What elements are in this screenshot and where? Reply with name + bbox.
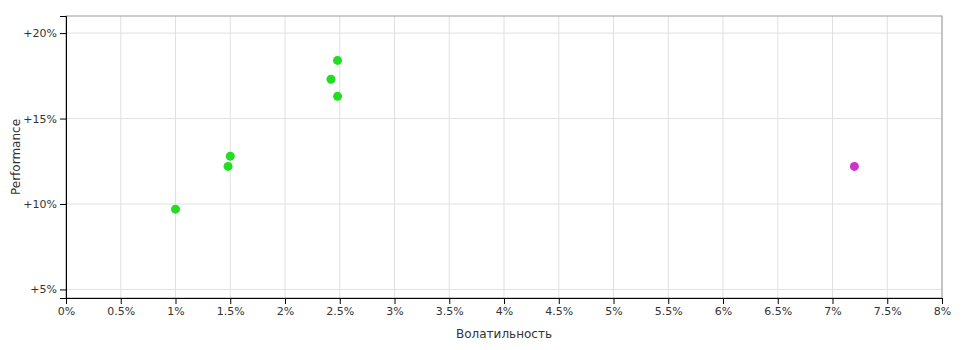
grid-line-y bbox=[66, 204, 942, 205]
x-tick: 7% bbox=[824, 298, 841, 318]
grid-line-y bbox=[66, 289, 942, 290]
point bbox=[326, 75, 335, 84]
x-tick: 5.5% bbox=[655, 298, 683, 318]
grid-line-x bbox=[723, 16, 724, 298]
x-tick-label: 1% bbox=[167, 305, 184, 318]
x-tick-mark bbox=[285, 298, 286, 304]
x-tick-mark bbox=[559, 298, 560, 304]
x-tick-mark bbox=[833, 298, 834, 304]
grid-line-x bbox=[394, 16, 395, 298]
y-tick-label: +20% bbox=[23, 27, 57, 40]
x-tick-label: 3% bbox=[386, 305, 403, 318]
x-tick-label: 5.5% bbox=[655, 305, 683, 318]
x-tick-label: 7% bbox=[824, 305, 841, 318]
x-tick-label: 2% bbox=[277, 305, 294, 318]
series bbox=[850, 162, 859, 171]
x-tick: 3.5% bbox=[436, 298, 464, 318]
y-tick-mark bbox=[60, 33, 66, 34]
y-tick-label: +10% bbox=[23, 198, 57, 211]
y-tick-label: +15% bbox=[23, 113, 57, 126]
x-tick-mark bbox=[614, 298, 615, 304]
plot-frame bbox=[66, 16, 942, 298]
x-tick: 6% bbox=[715, 298, 732, 318]
grid-line-x bbox=[175, 16, 176, 298]
grid-line-x bbox=[285, 16, 286, 298]
x-tick: 4.5% bbox=[545, 298, 573, 318]
x-tick: 2% bbox=[277, 298, 294, 318]
x-tick-mark bbox=[668, 298, 669, 304]
x-tick: 0% bbox=[58, 298, 75, 318]
x-tick-label: 6.5% bbox=[764, 305, 792, 318]
x-tick: 6.5% bbox=[764, 298, 792, 318]
x-tick-label: 1.5% bbox=[217, 305, 245, 318]
x-tick: 1.5% bbox=[217, 298, 245, 318]
x-tick-label: 4% bbox=[496, 305, 513, 318]
x-tick: 2.5% bbox=[326, 298, 354, 318]
x-tick-label: 3.5% bbox=[436, 305, 464, 318]
x-tick: 1% bbox=[167, 298, 184, 318]
x-tick: 0.5% bbox=[107, 298, 135, 318]
x-tick-label: 7.5% bbox=[874, 305, 902, 318]
point bbox=[333, 92, 342, 101]
x-tick-mark bbox=[778, 298, 779, 304]
x-tick-label: 5% bbox=[605, 305, 622, 318]
y-tick: +5% bbox=[30, 283, 66, 296]
x-tick-label: 6% bbox=[715, 305, 732, 318]
grid-line-x bbox=[668, 16, 669, 298]
x-axis-title: Волатильность bbox=[456, 327, 552, 341]
point bbox=[226, 152, 235, 161]
x-tick-label: 4.5% bbox=[545, 305, 573, 318]
point bbox=[333, 56, 342, 65]
y-tick-mark bbox=[60, 119, 66, 120]
x-tick-mark bbox=[340, 298, 341, 304]
grid-line-x bbox=[558, 16, 559, 298]
point bbox=[224, 162, 233, 171]
y-axis-title: Performance bbox=[9, 119, 23, 195]
y-tick-mark bbox=[60, 289, 66, 290]
grid-line-y bbox=[66, 33, 942, 34]
grid bbox=[66, 16, 942, 298]
x-tick-mark bbox=[395, 298, 396, 304]
plot: 0% 0.5% 1% 1.5% 2% 2.5% 3% 3.5% 4% 4.5% 5% 5.5% 6% 6.… bbox=[23, 16, 951, 318]
x-tick-mark bbox=[449, 298, 450, 304]
x-tick-mark bbox=[230, 298, 231, 304]
x-tick-label: 2.5% bbox=[326, 305, 354, 318]
x-tick: 8% bbox=[934, 298, 951, 318]
x-axis: 0% 0.5% 1% 1.5% 2% 2.5% 3% 3.5% 4% 4.5% 5% 5.5% 6% 6.… bbox=[58, 298, 951, 318]
point bbox=[171, 205, 180, 214]
grid-line-x bbox=[832, 16, 833, 298]
y-tick: +10% bbox=[23, 198, 66, 211]
y-tick-mark bbox=[60, 204, 66, 205]
x-tick: 5% bbox=[605, 298, 622, 318]
grid-line-x bbox=[449, 16, 450, 298]
x-tick-mark bbox=[504, 298, 505, 304]
x-tick-mark bbox=[176, 298, 177, 304]
point bbox=[850, 162, 859, 171]
y-axis: +5% +10% +15% +20% bbox=[23, 17, 66, 299]
series bbox=[171, 56, 342, 214]
x-tick-mark bbox=[887, 298, 888, 304]
x-tick-mark bbox=[942, 298, 943, 304]
x-tick-label: 0% bbox=[58, 305, 75, 318]
y-tick: +20% bbox=[23, 27, 66, 40]
x-tick-label: 8% bbox=[934, 305, 951, 318]
y-axis-line bbox=[60, 17, 67, 299]
x-tick-mark bbox=[723, 298, 724, 304]
grid-line-x bbox=[887, 16, 888, 298]
points bbox=[171, 56, 859, 214]
x-tick-mark bbox=[121, 298, 122, 304]
grid-line-x bbox=[504, 16, 505, 298]
x-tick-label: 0.5% bbox=[107, 305, 135, 318]
x-tick: 3% bbox=[386, 298, 403, 318]
grid-line-x bbox=[613, 16, 614, 298]
grid-line-x bbox=[120, 16, 121, 298]
grid-line-x bbox=[777, 16, 778, 298]
grid-line-y bbox=[66, 118, 942, 119]
x-tick: 4% bbox=[496, 298, 513, 318]
y-tick: +15% bbox=[23, 113, 66, 126]
x-axis-line bbox=[67, 299, 943, 305]
x-tick: 7.5% bbox=[874, 298, 902, 318]
chart: 0% 0.5% 1% 1.5% 2% 2.5% 3% 3.5% 4% 4.5% 5% 5.5% 6% 6.… bbox=[0, 0, 966, 350]
y-tick-label: +5% bbox=[30, 283, 57, 296]
